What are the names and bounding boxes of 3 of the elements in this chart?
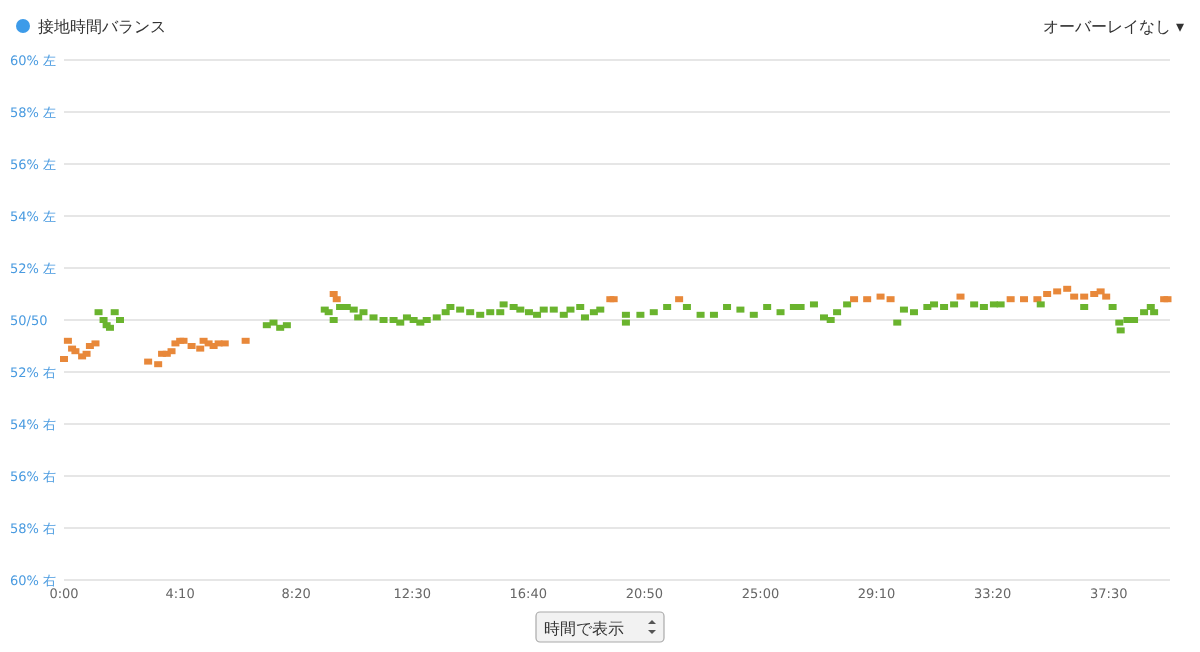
control-select: 時間で表示 xyxy=(535,611,665,643)
legend: 接地時間バランス xyxy=(16,18,166,36)
control-overlay: オーバーレイなし ▾ xyxy=(1042,18,1184,36)
